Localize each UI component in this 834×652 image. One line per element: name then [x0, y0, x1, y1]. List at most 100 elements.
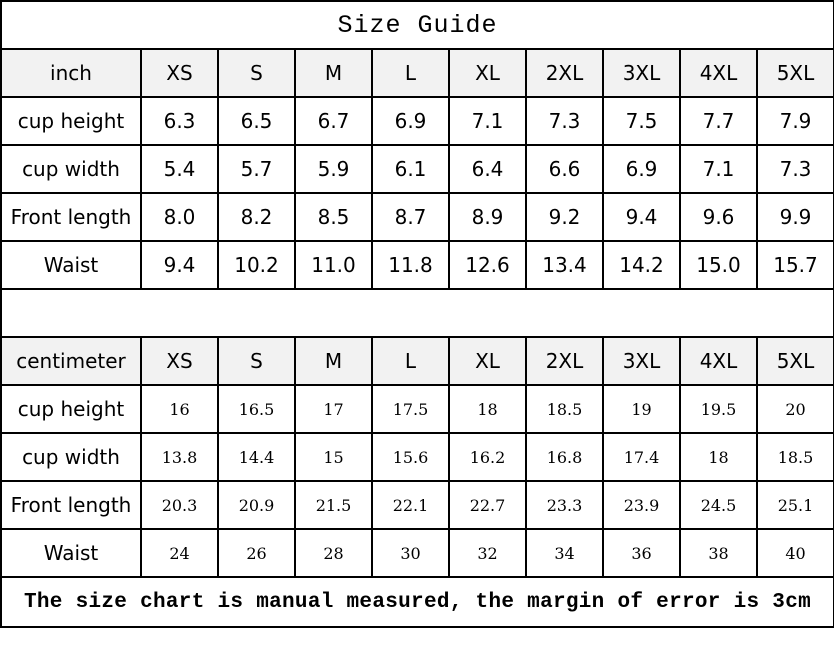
measurement-cell: 11.8 [371, 240, 450, 290]
row-label: cup width [0, 432, 142, 482]
table-row: Front length 20.3 20.9 21.5 22.1 22.7 23.3 23.9… [0, 480, 834, 530]
measurement-cell: 12.6 [448, 240, 527, 290]
measurement-cell: 15 [294, 432, 373, 482]
measurement-cell: 30 [371, 528, 450, 578]
size-header: M [294, 336, 373, 386]
inch-header-row: inch XS S M L XL 2XL 3XL 4XL 5XL [0, 48, 834, 98]
measurement-cell: 18 [679, 432, 758, 482]
unit-header: centimeter [0, 336, 142, 386]
measurement-cell: 15.6 [371, 432, 450, 482]
table-row: Front length 8.0 8.2 8.5 8.7 8.9 9.2 9.4 9.6 9.9 [0, 192, 834, 242]
measurement-cell: 6.5 [217, 96, 296, 146]
measurement-cell: 16.8 [525, 432, 604, 482]
size-header: XS [140, 48, 219, 98]
measurement-cell: 7.3 [525, 96, 604, 146]
table-row: Waist 24 26 28 30 32 34 36 38 40 [0, 528, 834, 578]
measurement-cell: 6.9 [602, 144, 681, 194]
spacer-row [0, 288, 834, 338]
table-title: Size Guide [0, 0, 834, 50]
measurement-cell: 24.5 [679, 480, 758, 530]
row-label: cup height [0, 96, 142, 146]
measurement-cell: 21.5 [294, 480, 373, 530]
measurement-cell: 17.4 [602, 432, 681, 482]
measurement-cell: 23.3 [525, 480, 604, 530]
measurement-cell: 7.5 [602, 96, 681, 146]
measurement-cell: 34 [525, 528, 604, 578]
measurement-cell: 20.9 [217, 480, 296, 530]
size-header: XS [140, 336, 219, 386]
measurement-cell: 18.5 [525, 384, 604, 434]
measurement-cell: 8.7 [371, 192, 450, 242]
measurement-cell: 16 [140, 384, 219, 434]
measurement-cell: 9.2 [525, 192, 604, 242]
measurement-cell: 5.7 [217, 144, 296, 194]
measurement-cell: 22.7 [448, 480, 527, 530]
row-label: Waist [0, 528, 142, 578]
size-header: M [294, 48, 373, 98]
row-label: Waist [0, 240, 142, 290]
measurement-cell: 38 [679, 528, 758, 578]
measurement-cell: 10.2 [217, 240, 296, 290]
measurement-cell: 9.6 [679, 192, 758, 242]
size-header: 5XL [756, 336, 834, 386]
measurement-cell: 11.0 [294, 240, 373, 290]
measurement-cell: 25.1 [756, 480, 834, 530]
measurement-cell: 8.9 [448, 192, 527, 242]
size-guide-table: Size Guide inch XS S M L XL 2XL 3XL 4XL 5XL cup he… [0, 0, 834, 628]
measurement-cell: 6.7 [294, 96, 373, 146]
measurement-cell: 36 [602, 528, 681, 578]
measurement-cell: 5.4 [140, 144, 219, 194]
table-row: Waist 9.4 10.2 11.0 11.8 12.6 13.4 14.2 15.0 15.7 [0, 240, 834, 290]
size-header: XL [448, 336, 527, 386]
table-row: cup width 5.4 5.7 5.9 6.1 6.4 6.6 6.9 7.1 7.3 [0, 144, 834, 194]
measurement-cell: 19.5 [679, 384, 758, 434]
measurement-cell: 23.9 [602, 480, 681, 530]
measurement-cell: 5.9 [294, 144, 373, 194]
size-header: 4XL [679, 336, 758, 386]
size-header: 5XL [756, 48, 834, 98]
size-header: 3XL [602, 336, 681, 386]
table-row: cup height 6.3 6.5 6.7 6.9 7.1 7.3 7.5 7.7 7.9 [0, 96, 834, 146]
measurement-cell: 28 [294, 528, 373, 578]
size-header: S [217, 48, 296, 98]
measurement-cell: 7.3 [756, 144, 834, 194]
measurement-cell: 8.5 [294, 192, 373, 242]
measurement-cell: 15.7 [756, 240, 834, 290]
measurement-cell: 32 [448, 528, 527, 578]
row-label: cup width [0, 144, 142, 194]
measurement-cell: 14.2 [602, 240, 681, 290]
measurement-cell: 15.0 [679, 240, 758, 290]
measurement-cell: 17 [294, 384, 373, 434]
row-label: Front length [0, 192, 142, 242]
measurement-cell: 8.0 [140, 192, 219, 242]
measurement-cell: 20 [756, 384, 834, 434]
measurement-cell: 16.2 [448, 432, 527, 482]
measurement-cell: 6.1 [371, 144, 450, 194]
measurement-cell: 9.4 [602, 192, 681, 242]
measurement-cell: 7.7 [679, 96, 758, 146]
size-header: XL [448, 48, 527, 98]
table-row: cup height 16 16.5 17 17.5 18 18.5 19 19.5 20 [0, 384, 834, 434]
size-header: S [217, 336, 296, 386]
measurement-cell: 7.1 [679, 144, 758, 194]
table-row: cup width 13.8 14.4 15 15.6 16.2 16.8 17.4 18 18.… [0, 432, 834, 482]
size-header: 4XL [679, 48, 758, 98]
size-header: 2XL [525, 336, 604, 386]
footer-note: The size chart is manual measured, the m… [0, 576, 834, 628]
row-label: cup height [0, 384, 142, 434]
measurement-cell: 14.4 [217, 432, 296, 482]
measurement-cell: 6.3 [140, 96, 219, 146]
measurement-cell: 20.3 [140, 480, 219, 530]
measurement-cell: 13.4 [525, 240, 604, 290]
measurement-cell: 16.5 [217, 384, 296, 434]
size-header: L [371, 336, 450, 386]
measurement-cell: 40 [756, 528, 834, 578]
measurement-cell: 6.9 [371, 96, 450, 146]
measurement-cell: 18.5 [756, 432, 834, 482]
measurement-cell: 9.9 [756, 192, 834, 242]
measurement-cell: 7.1 [448, 96, 527, 146]
measurement-cell: 9.4 [140, 240, 219, 290]
measurement-cell: 24 [140, 528, 219, 578]
size-header: 2XL [525, 48, 604, 98]
measurement-cell: 8.2 [217, 192, 296, 242]
